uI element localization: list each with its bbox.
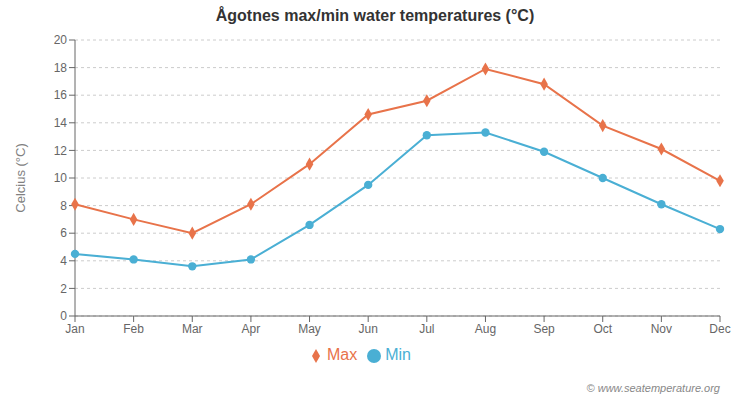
html-text:Min: Min: [385, 346, 411, 363]
svg-text:Feb: Feb: [123, 322, 144, 336]
html-text:© www.seatemperature.org: © www.seatemperature.org: [586, 382, 720, 394]
html-text:Ågotnes max/min water temperat: Ågotnes max/min water temperatures (°C): [215, 7, 535, 24]
svg-text:20: 20: [54, 33, 68, 47]
svg-text:Celcius (°C): Celcius (°C): [13, 143, 28, 212]
svg-text:Mar: Mar: [182, 322, 203, 336]
svg-text:4: 4: [60, 254, 67, 268]
svg-text:Jun: Jun: [359, 322, 378, 336]
svg-text:Sep: Sep: [533, 322, 555, 336]
html-text:Max: Max: [327, 346, 358, 363]
svg-text:Dec: Dec: [709, 322, 730, 336]
svg-text:6: 6: [60, 226, 67, 240]
svg-text:10: 10: [54, 171, 68, 185]
svg-text:Nov: Nov: [651, 322, 672, 336]
svg-text:Jan: Jan: [65, 322, 84, 336]
svg-text:0: 0: [60, 309, 67, 323]
svg-text:Oct: Oct: [593, 322, 612, 336]
svg-text:May: May: [298, 322, 321, 336]
svg-text:Jul: Jul: [419, 322, 434, 336]
svg-text:Apr: Apr: [242, 322, 261, 336]
svg-text:18: 18: [54, 61, 68, 75]
svg-text:14: 14: [54, 116, 68, 130]
svg-text:2: 2: [60, 282, 67, 296]
svg-text:Aug: Aug: [475, 322, 496, 336]
svg-text:8: 8: [60, 199, 67, 213]
svg-text:12: 12: [54, 144, 68, 158]
svg-text:16: 16: [54, 88, 68, 102]
